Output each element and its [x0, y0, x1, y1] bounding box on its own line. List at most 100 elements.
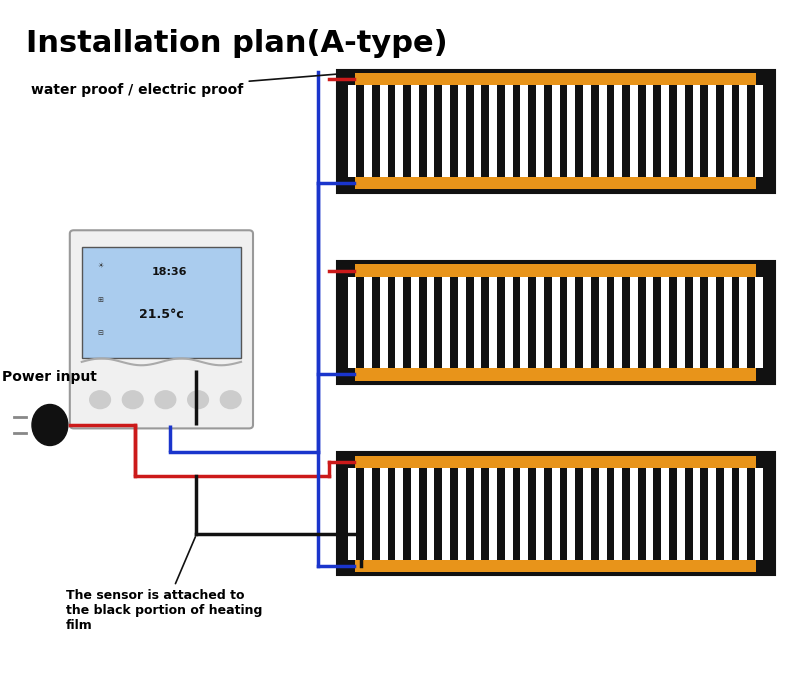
Bar — [341, 456, 355, 468]
Bar — [419, 86, 426, 177]
Bar — [341, 177, 770, 189]
Bar — [606, 276, 614, 368]
Circle shape — [155, 391, 176, 409]
Bar — [82, 247, 241, 358]
Text: Power input: Power input — [2, 370, 97, 384]
Bar — [341, 276, 349, 368]
Bar — [403, 468, 411, 560]
Bar — [341, 73, 770, 86]
Ellipse shape — [32, 405, 68, 445]
Bar — [387, 86, 395, 177]
Bar — [419, 468, 426, 560]
Bar — [403, 86, 411, 177]
Text: water proof / electric proof: water proof / electric proof — [31, 74, 338, 97]
Bar — [763, 276, 770, 368]
Bar — [638, 276, 646, 368]
Bar — [337, 70, 774, 193]
Bar — [341, 468, 349, 560]
Text: Installation plan(A-type): Installation plan(A-type) — [26, 29, 448, 58]
Bar — [544, 86, 552, 177]
Bar — [756, 456, 770, 468]
Bar — [528, 86, 536, 177]
Bar — [544, 468, 552, 560]
Bar — [341, 264, 355, 276]
Bar — [372, 276, 380, 368]
Bar — [341, 73, 355, 86]
Bar — [341, 177, 355, 189]
Circle shape — [220, 391, 241, 409]
Bar — [497, 468, 505, 560]
Bar — [756, 368, 770, 381]
Bar — [756, 177, 770, 189]
Text: ⊟: ⊟ — [98, 330, 103, 336]
Bar — [356, 468, 364, 560]
Bar — [403, 276, 411, 368]
Bar — [622, 468, 630, 560]
Bar — [575, 276, 583, 368]
Bar — [450, 276, 458, 368]
Bar — [606, 86, 614, 177]
Text: ☀: ☀ — [98, 263, 104, 270]
FancyBboxPatch shape — [70, 230, 253, 428]
Bar — [606, 468, 614, 560]
Bar — [638, 86, 646, 177]
Bar — [622, 276, 630, 368]
Bar — [528, 468, 536, 560]
Bar — [482, 86, 490, 177]
Bar — [544, 276, 552, 368]
Bar — [716, 86, 724, 177]
Bar — [756, 560, 770, 572]
Bar — [450, 468, 458, 560]
Bar — [434, 468, 442, 560]
Bar — [513, 86, 521, 177]
Bar — [513, 276, 521, 368]
Bar — [747, 276, 755, 368]
Bar — [700, 86, 708, 177]
Bar — [434, 86, 442, 177]
Bar — [763, 86, 770, 177]
Bar — [513, 468, 521, 560]
Bar — [747, 86, 755, 177]
Bar — [685, 86, 693, 177]
Bar — [497, 276, 505, 368]
Bar — [341, 86, 349, 177]
Bar — [341, 456, 770, 468]
Bar — [763, 468, 770, 560]
Bar — [337, 261, 774, 384]
Bar — [482, 276, 490, 368]
Bar — [356, 86, 364, 177]
Text: The sensor is attached to
the black portion of heating
film: The sensor is attached to the black port… — [66, 537, 262, 632]
Circle shape — [188, 391, 209, 409]
Circle shape — [90, 391, 110, 409]
Bar — [559, 276, 567, 368]
Bar — [654, 468, 662, 560]
Bar — [341, 264, 770, 381]
Bar — [700, 276, 708, 368]
Bar — [747, 468, 755, 560]
Bar — [591, 276, 598, 368]
Text: ⊞: ⊞ — [98, 297, 103, 303]
Circle shape — [122, 391, 143, 409]
Bar — [341, 73, 770, 189]
Bar — [341, 456, 770, 572]
Bar — [341, 368, 770, 381]
Bar — [622, 86, 630, 177]
Bar — [700, 468, 708, 560]
Bar — [669, 86, 677, 177]
Bar — [434, 276, 442, 368]
Bar — [482, 468, 490, 560]
Bar — [341, 560, 355, 572]
Bar — [756, 73, 770, 86]
Bar — [575, 468, 583, 560]
Bar — [337, 452, 774, 576]
Bar — [372, 468, 380, 560]
Bar — [575, 86, 583, 177]
Bar — [387, 468, 395, 560]
Bar — [654, 86, 662, 177]
Bar — [638, 468, 646, 560]
Bar — [669, 468, 677, 560]
Bar — [591, 86, 598, 177]
Bar — [341, 264, 770, 276]
Bar — [387, 276, 395, 368]
Bar — [356, 276, 364, 368]
